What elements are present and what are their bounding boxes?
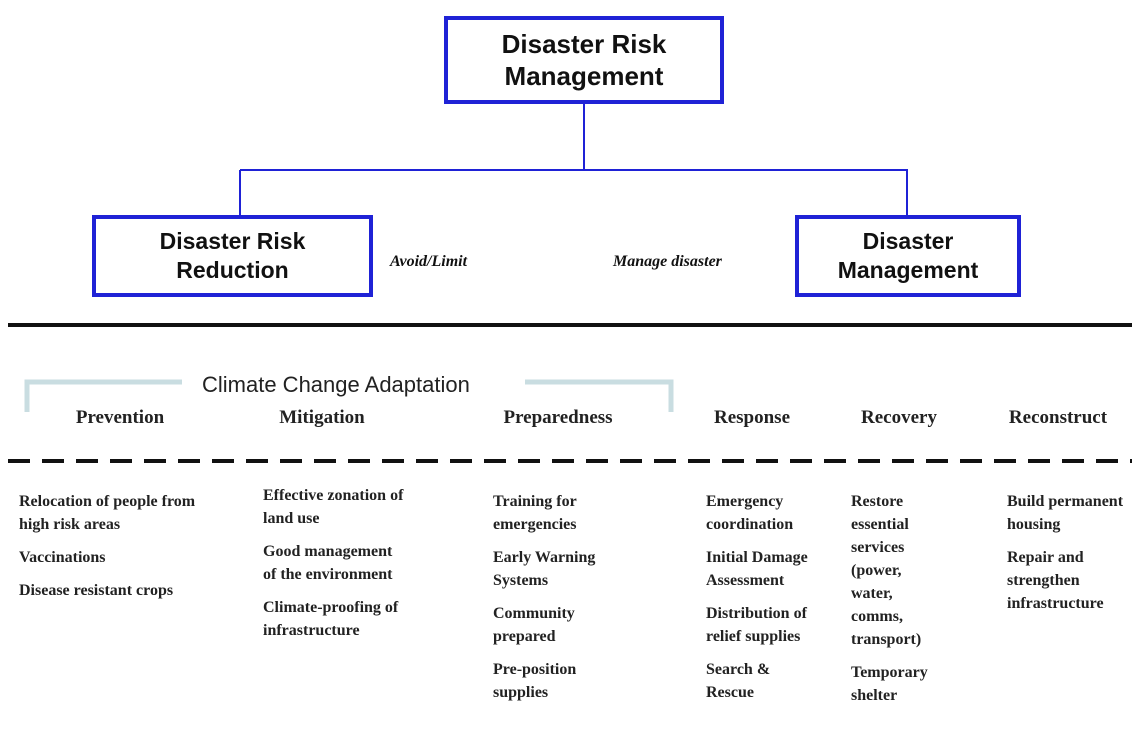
phase-item: Climate-proofing of infrastructure — [263, 599, 399, 639]
band-label: Climate Change Adaptation — [200, 372, 472, 398]
root-node: Disaster Risk Management — [444, 16, 724, 104]
branch-node: Disaster Risk Reduction — [92, 215, 373, 297]
phase-item: Temporary shelter — [851, 664, 928, 704]
phase-item: Early Warning Systems — [493, 549, 596, 589]
phase-heading: Mitigation — [279, 407, 365, 428]
phase-items: Restore essential services (power, water… — [851, 490, 947, 717]
phase-item: Initial Damage Assessment — [706, 549, 808, 589]
phase-items: Effective zonation of land use Good manag… — [263, 484, 405, 652]
phase-heading: Preparedness — [503, 407, 613, 428]
phase-item: Search & Rescue — [706, 661, 771, 701]
phase-items: Emergency coordination Initial Damage Ass… — [706, 490, 818, 714]
phase-item: Build permanent housing — [1007, 493, 1124, 533]
band-bracket — [24, 379, 674, 412]
phase-item: Pre-position supplies — [493, 661, 577, 701]
phase-item: Effective zonation of land use — [263, 487, 404, 527]
phase-item: Restore essential services (power, water… — [851, 493, 922, 648]
phase-items: Training for emergencies Early Warning Sy… — [493, 490, 625, 714]
phase-item: Repair and strengthen infrastructure — [1007, 549, 1104, 612]
phase-item: Emergency coordination — [706, 493, 794, 533]
branch-note: Manage disaster — [613, 253, 722, 270]
phase-heading: Prevention — [75, 407, 165, 428]
phase-item: Relocation of people from high risk area… — [19, 493, 196, 533]
phase-item: Vaccinations — [19, 549, 106, 566]
phase-heading: Recovery — [861, 407, 937, 428]
branch-node: Disaster Management — [795, 215, 1021, 297]
phase-item: Community prepared — [493, 605, 575, 645]
tree-lines — [239, 102, 908, 216]
phase-items: Relocation of people from high risk area… — [19, 490, 197, 612]
phase-item: Disease resistant crops — [19, 582, 174, 599]
phase-items: Build permanent housing Repair and streng… — [1007, 490, 1132, 625]
phase-item: Training for emergencies — [493, 493, 577, 533]
phase-item: Distribution of relief supplies — [706, 605, 807, 645]
branch-note: Avoid/Limit — [390, 253, 468, 270]
phase-heading: Reconstruct — [1008, 407, 1108, 428]
phase-item: Good management of the environment — [263, 543, 393, 583]
phase-heading: Response — [713, 407, 791, 428]
